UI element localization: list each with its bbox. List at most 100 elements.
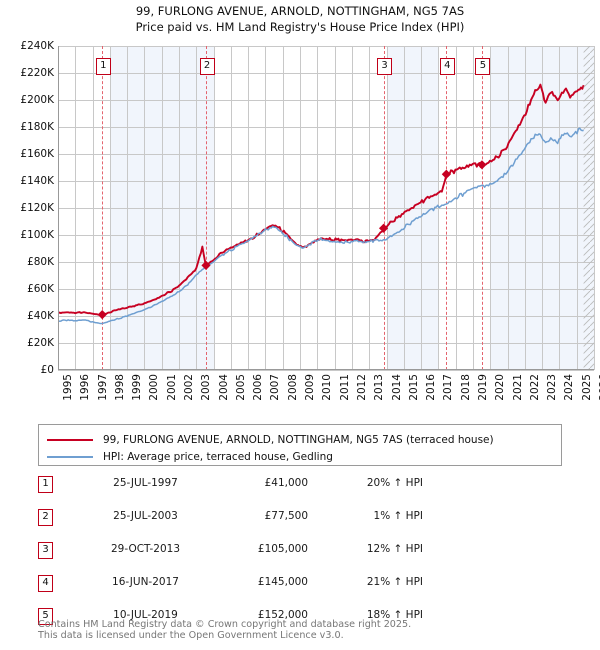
gridline-vertical [213, 46, 215, 370]
gridline-vertical [317, 46, 319, 370]
transaction-table: 1 25-JUL-1997 £41,000 20% ↑ HPI 2 25-JUL-2003… [38, 474, 458, 639]
x-tick-label: 2016 [425, 374, 438, 401]
gridline-horizontal [58, 100, 594, 101]
gridline-vertical [127, 46, 129, 370]
row-date: 16-JUN-2017 [112, 576, 179, 588]
row-hpi-delta: 12% ↑ HPI [366, 543, 423, 555]
row-index-badge: 5 [38, 608, 53, 625]
table-row[interactable]: 1 25-JUL-1997 £41,000 20% ↑ HPI [38, 474, 458, 507]
x-tick-label: 2023 [546, 374, 559, 401]
gridline-vertical [524, 46, 526, 370]
x-tick-label: 2022 [528, 374, 541, 401]
series-lines [58, 83, 585, 325]
transaction-marker-4[interactable] [441, 169, 451, 179]
y-tick-label: £180K [20, 121, 54, 133]
x-tick-label: 2008 [286, 374, 299, 401]
marker-label-2[interactable]: 2 [199, 58, 215, 75]
x-tick-label: 2006 [252, 374, 265, 401]
title-line-2: Price paid vs. HM Land Registry's House … [135, 20, 465, 34]
x-tick-label: 2003 [200, 374, 213, 401]
gridline-vertical [230, 46, 232, 370]
row-hpi-delta: 18% ↑ HPI [366, 609, 423, 621]
x-tick-label: 2019 [476, 374, 489, 401]
y-tick-label: £20K [27, 337, 54, 349]
transaction-marker-1[interactable] [97, 310, 107, 320]
x-tick-label: 2004 [217, 374, 230, 401]
row-date: 25-JUL-1997 [113, 477, 178, 489]
gridline-horizontal [58, 154, 594, 155]
gridline-vertical [282, 46, 284, 370]
table-row[interactable]: 5 10-JUL-2019 £152,000 18% ↑ HPI [38, 606, 458, 639]
gridline-vertical [144, 46, 146, 370]
x-tick-label: 2000 [148, 374, 161, 401]
x-tick-label: 1995 [62, 374, 74, 401]
y-tick-label: £120K [20, 202, 54, 214]
table-row[interactable]: 4 16-JUN-2017 £145,000 21% ↑ HPI [38, 573, 458, 606]
marker-vline-3 [383, 46, 385, 370]
x-tick-label: 2015 [407, 374, 420, 401]
gridline-vertical [248, 46, 250, 370]
gridline-vertical [576, 46, 578, 370]
page-title: 99, FURLONG AVENUE, ARNOLD, NOTTINGHAM, … [0, 3, 600, 35]
row-index-badge: 4 [38, 575, 53, 592]
marker-vline-4 [446, 46, 448, 370]
x-tick-label: 2021 [511, 374, 524, 401]
gridline-vertical [594, 46, 595, 370]
x-tick-label: 2001 [165, 374, 178, 401]
y-tick-label: £220K [20, 67, 54, 79]
y-tick-label: £80K [27, 256, 54, 268]
gridline-vertical [421, 46, 423, 370]
gridline-vertical [559, 46, 561, 370]
x-tick-label: 2011 [338, 374, 351, 401]
x-tick-label: 2017 [442, 374, 455, 401]
x-tick-label: 2024 [563, 374, 576, 401]
row-price: £105,000 [257, 543, 308, 555]
transaction-marker-2[interactable] [201, 260, 211, 270]
transaction-marker-3[interactable] [378, 223, 389, 233]
gridline-horizontal [58, 343, 594, 344]
gridline-vertical [472, 46, 474, 370]
x-tick-label: 2013 [373, 374, 386, 401]
marker-label-4[interactable]: 4 [439, 58, 455, 75]
y-tick-label: £240K [20, 40, 54, 52]
x-tick-label: 1997 [96, 374, 109, 401]
x-tick-label: 1999 [131, 374, 144, 401]
row-hpi-delta: 1% ↑ HPI [373, 510, 423, 522]
row-index-badge: 3 [38, 542, 53, 559]
hpi-line [58, 127, 584, 325]
gridline-horizontal [58, 127, 594, 128]
x-tick-label: 1998 [113, 374, 126, 401]
gridline-horizontal [58, 73, 594, 74]
row-price: £77,500 [264, 510, 308, 522]
table-row[interactable]: 3 29-OCT-2013 £105,000 12% ↑ HPI [38, 540, 458, 573]
copyright-footer: Contains HM Land Registry data © Crown c… [38, 619, 578, 641]
x-tick-label: 2009 [304, 374, 317, 401]
marker-vline-2 [206, 46, 207, 370]
y-tick-label: £160K [20, 148, 54, 160]
x-tick-label: 2002 [183, 374, 196, 401]
gridline-horizontal [58, 289, 594, 290]
marker-label-1[interactable]: 1 [95, 58, 111, 75]
plot-left-border [58, 46, 59, 370]
legend-color-swatch [47, 456, 93, 458]
marker-label-5[interactable]: 5 [475, 58, 491, 75]
transaction-marker-5[interactable] [477, 160, 487, 170]
gridline-vertical [92, 46, 94, 370]
gridline-vertical [507, 46, 509, 370]
legend-item: HPI: Average price, terraced house, Gedl… [47, 449, 333, 465]
gridline-vertical [161, 46, 163, 370]
row-hpi-delta: 20% ↑ HPI [366, 477, 423, 489]
y-tick-label: £100K [20, 229, 54, 241]
table-row[interactable]: 2 25-JUL-2003 £77,500 1% ↑ HPI [38, 507, 458, 540]
legend-label: 99, FURLONG AVENUE, ARNOLD, NOTTINGHAM, … [103, 434, 494, 446]
x-tick-label: 2025 [580, 374, 593, 401]
x-tick-label: 2007 [269, 374, 282, 401]
plot-bottom-border [58, 369, 594, 370]
marker-label-3[interactable]: 3 [377, 58, 393, 75]
x-tick-label: 1996 [79, 374, 92, 401]
y-tick-label: £40K [27, 310, 54, 322]
marker-vline-1 [102, 46, 104, 370]
chart-plot-area [58, 46, 595, 371]
x-tick-label: 2005 [234, 374, 247, 401]
footer-line-1: Contains HM Land Registry data © Crown c… [38, 619, 412, 630]
